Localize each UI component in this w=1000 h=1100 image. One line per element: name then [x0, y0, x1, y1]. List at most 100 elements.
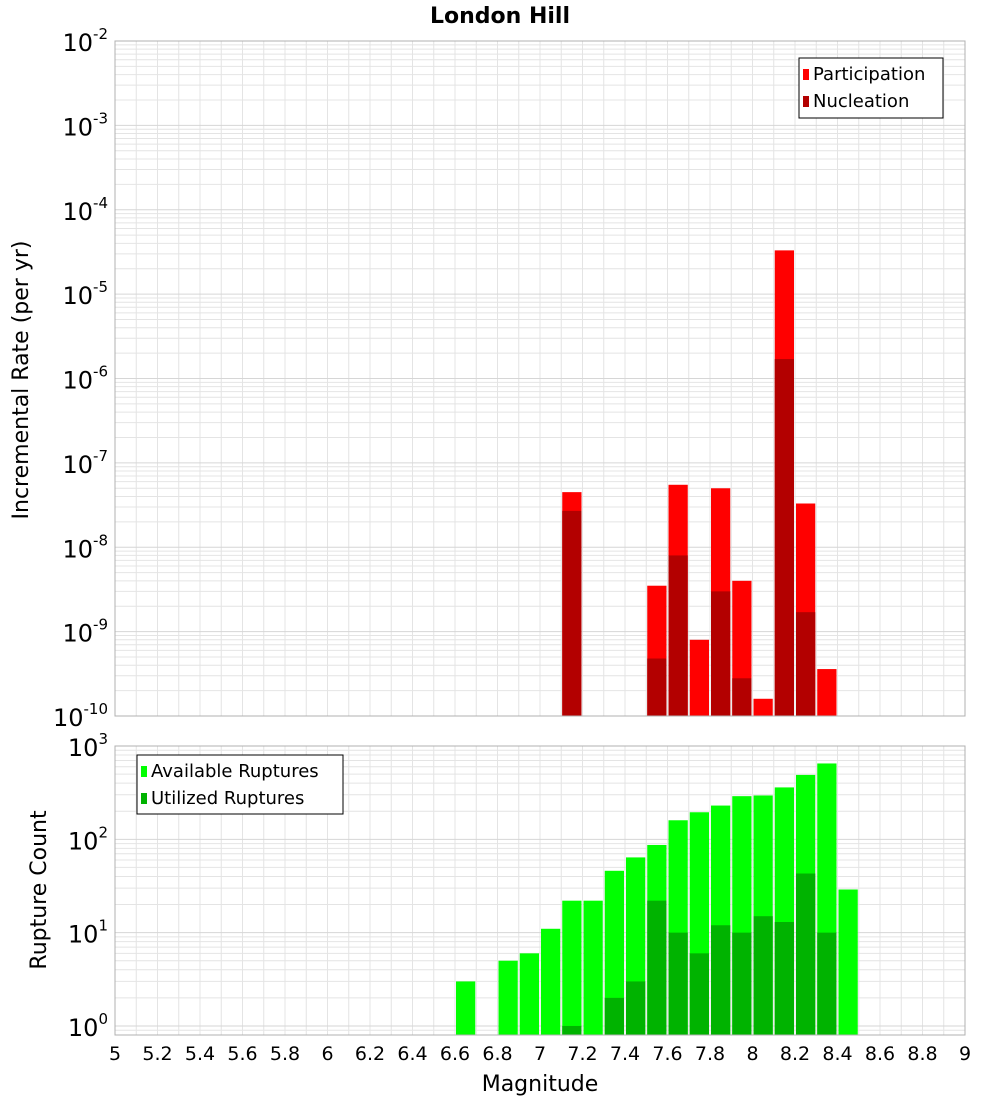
y-tick-label: 10-8 — [62, 531, 108, 563]
y-tick-label: 10-6 — [62, 363, 108, 395]
bar-available-ruptures — [583, 900, 603, 1035]
x-tick-label: 5.8 — [270, 1043, 300, 1065]
rate-plot: 10-210-310-410-510-610-710-810-910-10Par… — [53, 25, 966, 732]
y-tick-base: 10 — [68, 921, 99, 949]
y-tick-label: 103 — [68, 730, 108, 762]
y-tick-label: 101 — [68, 917, 108, 949]
y-tick-base: 10 — [62, 113, 93, 141]
y-tick-label: 10-2 — [62, 25, 108, 57]
legend-swatch — [141, 766, 147, 777]
y-tick-label: 10-9 — [62, 616, 108, 648]
bar-utilized-ruptures — [689, 953, 709, 1035]
x-tick-label: 8 — [746, 1043, 758, 1065]
bar-utilized-ruptures — [562, 1025, 582, 1035]
x-tick-label: 8.4 — [822, 1043, 852, 1065]
y-tick-base: 10 — [68, 734, 99, 762]
y-tick-exponent: -8 — [93, 531, 108, 549]
legend-swatch — [141, 793, 147, 804]
x-tick-label: 7.4 — [610, 1043, 640, 1065]
x-tick-label: 5 — [109, 1043, 121, 1065]
y-tick-exponent: -2 — [93, 25, 108, 43]
y-tick-base: 10 — [62, 451, 93, 479]
bar-utilized-ruptures — [753, 916, 773, 1035]
bar-nucleation — [647, 658, 667, 716]
y-tick-exponent: -9 — [93, 616, 108, 634]
bar-utilized-ruptures — [668, 932, 688, 1035]
bar-utilized-ruptures — [604, 997, 624, 1035]
x-tick-label: 7 — [534, 1043, 546, 1065]
x-axis-label: Magnitude — [482, 1072, 599, 1097]
bar-available-ruptures — [519, 953, 539, 1035]
y-tick-exponent: 2 — [98, 823, 108, 841]
y-tick-label: 10-4 — [62, 194, 108, 226]
bar-utilized-ruptures — [732, 932, 752, 1035]
bar-utilized-ruptures — [711, 925, 731, 1035]
bar-available-ruptures — [604, 870, 624, 1035]
legend: Participation Nucleation — [798, 57, 944, 119]
x-tick-label: 7.2 — [567, 1043, 597, 1065]
y-tick-label: 100 — [68, 1010, 108, 1042]
y-tick-base: 10 — [62, 535, 93, 563]
x-tick-label: 7.6 — [652, 1043, 682, 1065]
y-tick-label: 10-3 — [62, 109, 108, 141]
y-tick-exponent: -7 — [93, 447, 108, 465]
bar-available-ruptures — [562, 900, 582, 1035]
x-tick-label: 6.8 — [482, 1043, 512, 1065]
bottom-y-axis-label: Rupture Count — [27, 810, 52, 970]
y-tick-base: 10 — [62, 198, 93, 226]
y-tick-exponent: -4 — [93, 194, 108, 212]
y-tick-base: 10 — [62, 367, 93, 395]
bar-available-ruptures — [838, 889, 858, 1035]
y-tick-exponent: -6 — [93, 363, 108, 381]
bar-nucleation — [774, 359, 794, 716]
x-tick-label: 8.6 — [865, 1043, 895, 1065]
bar-available-ruptures — [541, 928, 561, 1035]
y-tick-exponent: -5 — [93, 278, 108, 296]
y-tick-base: 10 — [68, 827, 99, 855]
y-tick-label: 102 — [68, 823, 108, 855]
x-tick-label: 6 — [321, 1043, 333, 1065]
x-tick-label: 5.2 — [142, 1043, 172, 1065]
legend-swatch — [803, 96, 809, 107]
x-tick-label: 5.6 — [227, 1043, 257, 1065]
top-y-axis-label: Incremental Rate (per yr) — [9, 241, 34, 520]
x-tick-label: 8.2 — [780, 1043, 810, 1065]
y-tick-label: 10-10 — [53, 700, 108, 732]
y-tick-base: 10 — [62, 29, 93, 57]
bar-nucleation — [711, 591, 731, 716]
y-tick-exponent: 3 — [98, 730, 108, 748]
bar-utilized-ruptures — [774, 922, 794, 1035]
legend-label: Participation — [813, 64, 925, 85]
magnitude-axis: 5 5.2 5.4 5.6 5.8 6 6.2 6.4 6.6 6.8 7 7.2 7.4 7.6 7.8 8… — [109, 1043, 971, 1065]
chart-title: London Hill — [430, 4, 570, 29]
x-tick-label: 5.4 — [185, 1043, 215, 1065]
legend-label: Nucleation — [813, 91, 909, 112]
bar-nucleation — [562, 510, 582, 716]
bar-available-ruptures — [498, 960, 518, 1035]
legend: Available Ruptures Utilized Ruptures — [136, 754, 344, 815]
x-tick-label: 6.6 — [440, 1043, 470, 1065]
bar-participation — [753, 698, 773, 716]
y-tick-exponent: -3 — [93, 109, 108, 127]
legend-box — [798, 57, 944, 119]
y-tick-label: 10-5 — [62, 278, 108, 310]
x-tick-label: 6.4 — [397, 1043, 427, 1065]
y-tick-base: 10 — [62, 282, 93, 310]
y-tick-base: 10 — [68, 1014, 99, 1042]
bar-utilized-ruptures — [626, 981, 646, 1035]
bar-participation — [817, 669, 837, 716]
y-tick-exponent: -10 — [84, 700, 109, 718]
bar-utilized-ruptures — [817, 932, 837, 1035]
legend-box — [136, 754, 344, 815]
legend-label: Utilized Ruptures — [151, 788, 304, 809]
bar-nucleation — [732, 678, 752, 716]
series-utilized-ruptures — [562, 873, 837, 1035]
series-nucleation — [562, 359, 816, 716]
bar-utilized-ruptures — [647, 900, 667, 1035]
grid — [115, 41, 965, 716]
bar-utilized-ruptures — [796, 873, 816, 1035]
x-tick-label: 8.8 — [907, 1043, 937, 1065]
y-tick-exponent: 1 — [98, 917, 108, 935]
